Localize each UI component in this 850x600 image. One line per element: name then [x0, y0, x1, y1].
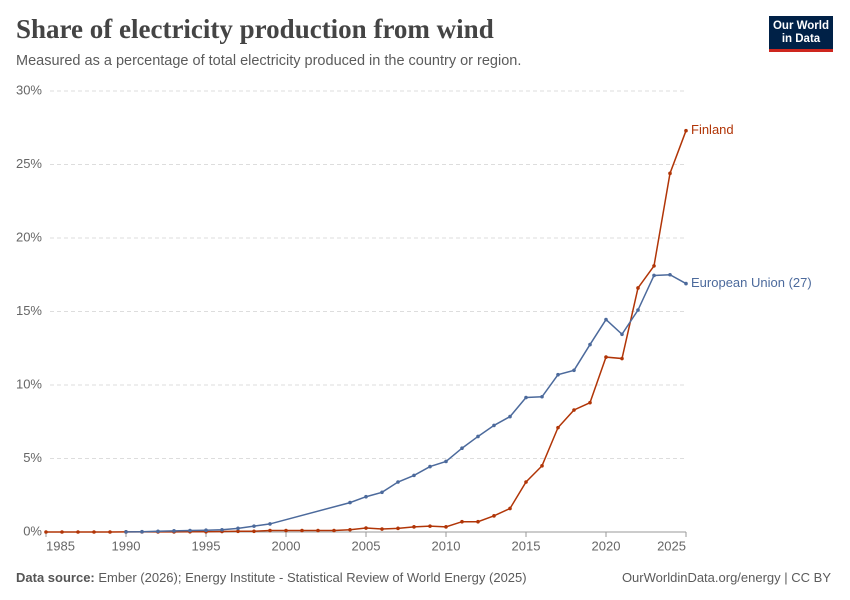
series-line [125, 273, 687, 533]
data-point [508, 414, 512, 419]
data-point [620, 356, 624, 361]
data-point [412, 473, 416, 478]
data-point [524, 480, 528, 484]
source-text: Ember (2026); Energy Institute - Statist… [98, 570, 527, 585]
data-point [316, 528, 320, 533]
data-point [252, 524, 256, 528]
series-line [46, 130, 687, 533]
data-point [108, 530, 112, 534]
source-label: Data source: [16, 570, 95, 585]
data-point [556, 425, 560, 430]
chart: 0% 5% 10% 15% 20% 25% 30% 1985 1990 1995 2000 2005 2… [16, 82, 812, 553]
data-point [620, 332, 624, 337]
logo-text: Our World [772, 20, 829, 32]
data-point [588, 400, 592, 405]
x-tick-label: 2010 [432, 538, 461, 553]
y-tick-label: 5% [23, 450, 42, 465]
data-point [76, 530, 80, 534]
series-label: European Union (27) [691, 275, 812, 290]
data-point [60, 530, 64, 534]
data-point [284, 528, 288, 533]
data-point [188, 528, 192, 533]
source: Data source: Ember (2026); Energy Instit… [16, 570, 527, 585]
data-point [444, 525, 448, 529]
data-point [396, 480, 400, 484]
data-point [156, 529, 160, 534]
x-tick-label: 2025 [657, 538, 686, 553]
series-label: Finland [691, 122, 734, 137]
logo-text: in Data [781, 33, 821, 45]
data-point [668, 171, 672, 176]
data-point [652, 273, 656, 278]
data-point [236, 526, 240, 531]
data-point [412, 525, 416, 529]
chart-title: Share of electricity production from win… [16, 14, 494, 44]
data-point [684, 128, 688, 133]
data-point [92, 530, 96, 534]
data-point [348, 500, 352, 505]
y-tick-label: 25% [16, 156, 42, 171]
data-point [460, 519, 464, 524]
y-tick-label: 30% [16, 82, 42, 97]
data-point [220, 527, 224, 532]
data-point [572, 368, 576, 373]
data-point [508, 506, 512, 511]
footer-link[interactable]: OurWorldinData.org/energy | CC BY [621, 570, 831, 585]
data-point [204, 528, 208, 533]
data-point [476, 434, 480, 439]
y-tick-label: 20% [16, 229, 42, 244]
data-point [236, 529, 240, 534]
data-point [588, 342, 592, 347]
data-point [524, 395, 528, 400]
data-point [124, 530, 128, 534]
data-point [556, 372, 560, 377]
data-point [380, 527, 384, 531]
y-tick-label: 10% [16, 376, 42, 391]
data-point [364, 526, 368, 530]
data-point [540, 394, 544, 399]
data-point [332, 528, 336, 533]
x-tick-label: 1990 [112, 538, 141, 553]
data-point [396, 526, 400, 531]
data-point [44, 530, 48, 534]
x-tick-label: 1995 [192, 538, 221, 553]
data-point [252, 529, 256, 534]
data-point [572, 408, 576, 412]
data-point [492, 423, 496, 428]
data-point [460, 446, 464, 451]
x-tick-label: 2000 [272, 538, 301, 553]
data-point [172, 529, 176, 533]
data-point [268, 522, 272, 526]
data-point [476, 519, 480, 524]
y-tick-label: 15% [16, 303, 42, 318]
data-point [428, 524, 432, 528]
data-point [604, 317, 608, 322]
data-point [652, 264, 656, 268]
data-point [636, 308, 640, 312]
data-point [428, 464, 432, 469]
x-tick-label: 1985 [46, 538, 75, 553]
x-tick-label: 2020 [592, 538, 621, 553]
data-point [268, 528, 272, 533]
x-tick-label: 2015 [512, 538, 541, 553]
y-tick-label: 0% [23, 523, 42, 538]
data-point [444, 459, 448, 464]
logo[interactable]: Our World in Data [769, 16, 833, 52]
data-point [668, 272, 672, 277]
data-point [540, 464, 544, 468]
chart-subtitle: Measured as a percentage of total electr… [16, 53, 522, 69]
x-tick-label: 2005 [352, 538, 381, 553]
data-point [636, 286, 640, 290]
data-point [300, 528, 304, 533]
data-point [364, 494, 368, 499]
data-point [140, 529, 144, 534]
data-point [348, 527, 352, 532]
data-point [380, 490, 384, 495]
data-point [604, 355, 608, 359]
data-point [492, 514, 496, 518]
data-point [684, 281, 688, 286]
